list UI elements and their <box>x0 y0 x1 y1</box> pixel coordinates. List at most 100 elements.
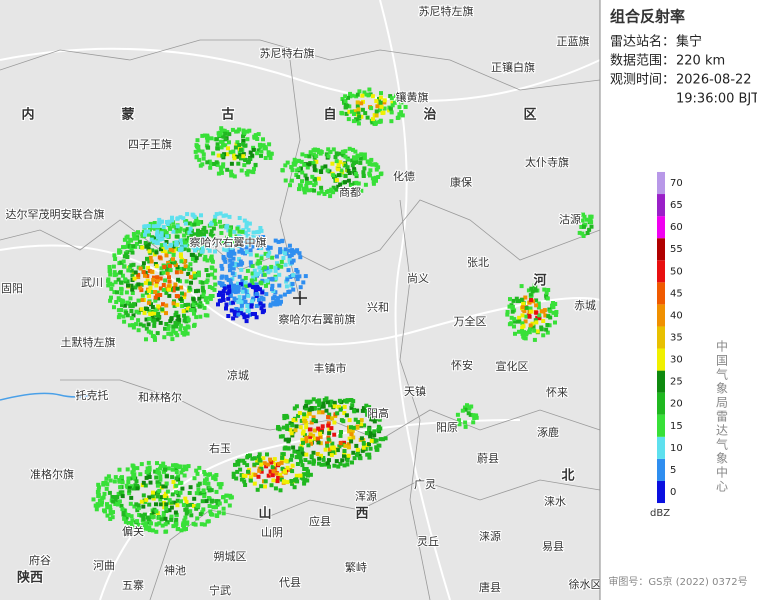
echo-pixel <box>199 213 203 218</box>
echo-pixel <box>205 138 210 143</box>
echo-pixel <box>216 499 221 504</box>
legend-color <box>657 260 665 283</box>
echo-pixel <box>328 400 333 405</box>
echo-pixel <box>165 220 169 224</box>
echo-pixel <box>325 461 330 466</box>
echo-pixel <box>153 262 158 266</box>
echo-pixel <box>524 331 529 335</box>
echo-pixel <box>139 513 144 518</box>
echo-pixel <box>163 496 168 501</box>
echo-pixel <box>238 259 243 264</box>
echo-pixel <box>171 324 176 329</box>
echo-pixel <box>271 296 276 301</box>
echo-pixel <box>403 105 408 109</box>
echo-pixel <box>529 309 533 314</box>
echo-pixel <box>354 174 359 179</box>
echo-pixel <box>96 488 101 492</box>
echo-pixel <box>188 262 193 267</box>
echo-pixel <box>519 297 524 302</box>
echo-pixel <box>164 231 169 235</box>
echo-pixel <box>368 173 372 178</box>
echo-pixel <box>263 251 268 256</box>
echo-pixel <box>282 414 287 418</box>
echo-pixel <box>455 412 460 417</box>
echo-pixel <box>196 487 201 492</box>
echo-pixel <box>174 476 179 481</box>
echo-pixel <box>200 499 205 504</box>
echo-pixel <box>250 153 255 158</box>
place-label: 土默特左旗 <box>61 335 116 349</box>
echo-pixel <box>235 469 240 474</box>
echo-pixel <box>200 249 205 254</box>
echo-pixel <box>135 519 140 524</box>
echo-pixel <box>241 141 246 146</box>
echo-pixel <box>275 302 280 307</box>
echo-pixel <box>352 156 357 161</box>
echo-pixel <box>140 245 145 250</box>
echo-pixel <box>146 294 151 299</box>
echo-pixel <box>539 309 544 314</box>
echo-pixel <box>183 243 188 248</box>
echo-pixel <box>369 438 374 443</box>
echo-pixel <box>131 464 136 469</box>
echo-pixel <box>457 418 461 423</box>
echo-pixel <box>357 89 362 94</box>
echo-pixel <box>510 309 515 314</box>
echo-pixel <box>250 244 255 249</box>
echo-pixel <box>112 270 117 275</box>
place-label: 怀来 <box>546 386 568 399</box>
echo-pixel <box>304 435 309 440</box>
echo-pixel <box>311 450 316 455</box>
info-value: 集宁 <box>676 34 702 50</box>
echo-pixel <box>180 291 184 296</box>
echo-pixel <box>120 507 125 512</box>
echo-pixel <box>263 279 268 284</box>
echo-pixel <box>111 510 115 515</box>
echo-pixel <box>235 140 240 145</box>
echo-pixel <box>527 329 532 334</box>
echo-pixel <box>201 288 205 293</box>
echo-pixel <box>308 427 313 432</box>
echo-pixel <box>254 304 259 308</box>
echo-pixel <box>554 312 559 317</box>
echo-pixel <box>235 460 240 464</box>
echo-pixel <box>286 446 291 451</box>
echo-pixel <box>327 451 332 456</box>
echo-pixel <box>534 310 539 315</box>
echo-pixel <box>292 157 297 162</box>
echo-pixel <box>125 234 130 239</box>
echo-pixel <box>101 482 106 487</box>
echo-pixel <box>331 190 336 195</box>
echo-pixel <box>246 454 250 458</box>
echo-pixel <box>181 309 186 314</box>
echo-pixel <box>368 434 373 439</box>
echo-pixel <box>329 426 334 431</box>
echo-pixel <box>116 308 121 313</box>
echo-pixel <box>324 396 329 401</box>
legend-color <box>657 480 665 504</box>
echo-pixel <box>182 246 187 251</box>
echo-pixel <box>180 468 185 472</box>
echo-pixel <box>378 95 383 100</box>
echo-pixel <box>256 132 261 137</box>
echo-pixel <box>325 441 329 446</box>
echo-pixel <box>140 483 145 488</box>
echo-pixel <box>196 235 201 239</box>
echo-pixel <box>235 244 240 248</box>
echo-pixel <box>312 428 317 433</box>
echo-pixel <box>587 219 592 223</box>
echo-pixel <box>339 430 343 434</box>
echo-pixel <box>284 279 289 284</box>
place-label: 府谷 <box>29 553 51 567</box>
echo-pixel <box>195 516 200 521</box>
echo-pixel <box>118 249 123 254</box>
echo-pixel <box>349 405 354 410</box>
echo-pixel <box>206 472 211 477</box>
echo-pixel <box>189 237 193 242</box>
place-label: 广灵 <box>414 478 436 491</box>
echo-pixel <box>367 455 372 460</box>
echo-pixel <box>257 468 262 473</box>
echo-pixel <box>215 146 220 151</box>
echo-pixel <box>367 405 372 410</box>
echo-pixel <box>250 456 255 461</box>
